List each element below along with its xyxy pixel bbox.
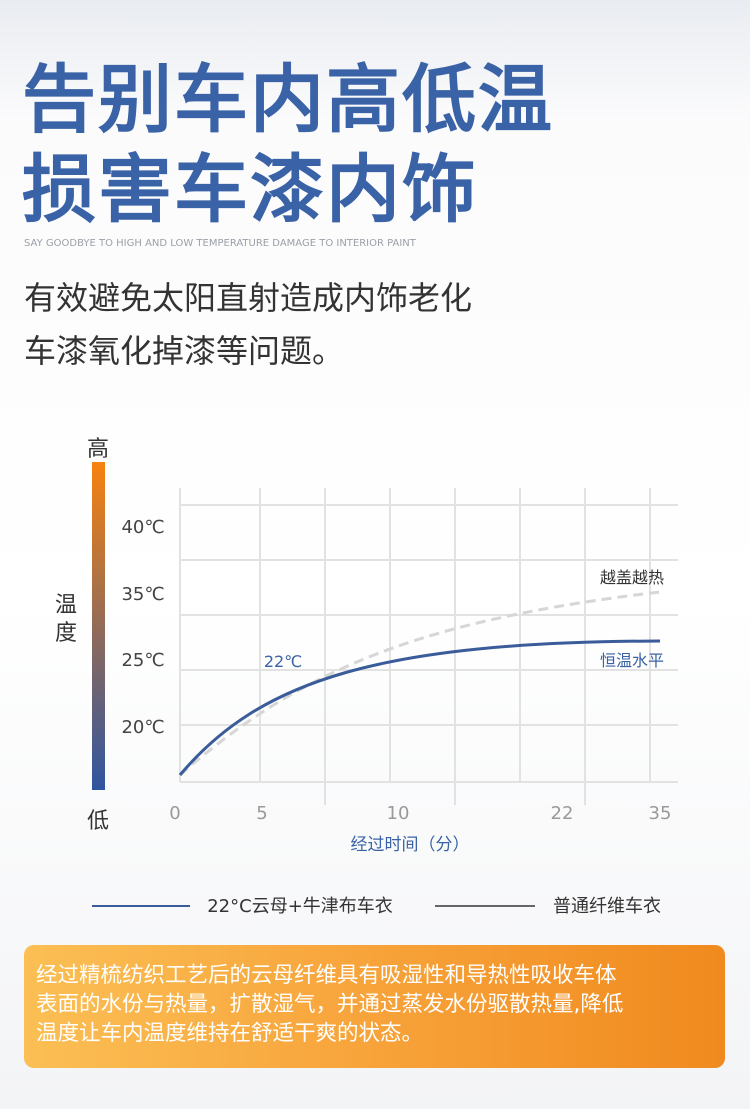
x-label: 35 (649, 803, 672, 824)
y-label: 25℃ (121, 650, 164, 671)
legend-label: 22°C云母+牛津布车衣 (207, 896, 393, 917)
solid-curve (178, 639, 661, 776)
y-title: 温 (55, 593, 77, 618)
x-label: 22 (551, 803, 574, 824)
note-text: 表面的水份与热量，扩散湿气，并通过蒸发水份驱散热量,降低 (36, 992, 624, 1017)
x-title: 经过时间（分） (351, 835, 470, 855)
y-label: 20℃ (121, 717, 164, 738)
scale-high: 高 (87, 437, 109, 462)
chart: 高 低 温 度 40℃ 35℃ 25℃ 20℃ 0 5 10 22 35 经过时… (55, 437, 678, 917)
annotation: 22℃ (264, 652, 302, 671)
note-text: 经过精梳纺织工艺后的云母纤维具有吸湿性和导热性吸收车体 (36, 963, 617, 988)
y-title: 度 (55, 621, 77, 646)
legend-label: 普通纤维车衣 (553, 896, 661, 917)
x-label: 5 (256, 803, 267, 824)
annotation: 恒温水平 (600, 651, 664, 670)
intro: 有效避免太阳直射造成内饰老化 (24, 279, 473, 317)
note-text: 温度让车内温度维持在舒适干爽的状态。 (36, 1021, 424, 1046)
x-label: 0 (169, 803, 180, 824)
annotation: 越盖越热 (600, 568, 664, 587)
title: 损害车漆内饰 (22, 147, 478, 233)
y-label: 35℃ (121, 584, 164, 605)
x-label: 10 (387, 803, 410, 824)
dashed-curve (179, 590, 661, 777)
note-box (24, 945, 725, 1068)
y-label: 40℃ (121, 517, 164, 538)
scale-low: 低 (87, 809, 109, 834)
grid (179, 488, 678, 805)
temperature-bar (92, 462, 105, 790)
title: 告别车内高低温 (22, 57, 554, 143)
intro: 车漆氧化掉漆等问题。 (24, 332, 345, 370)
subtitle: SAY GOODBYE TO HIGH AND LOW TEMPERATURE … (24, 238, 416, 249)
